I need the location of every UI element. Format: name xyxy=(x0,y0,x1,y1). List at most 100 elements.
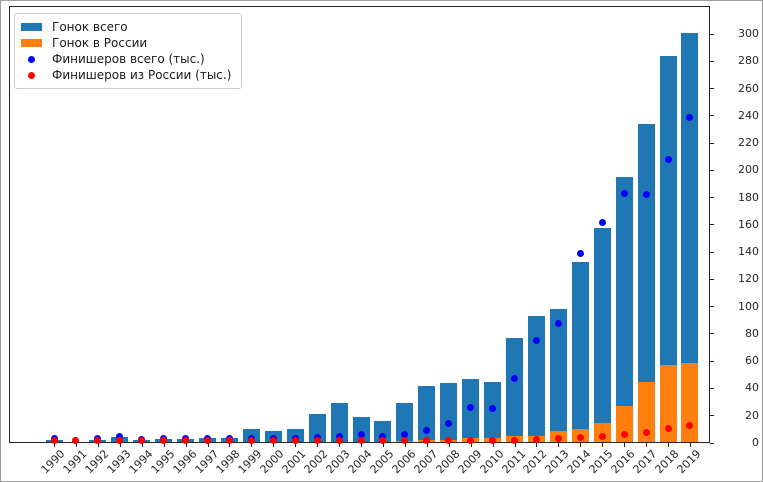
legend-dot-marker-icon xyxy=(28,55,35,63)
y-tick-mark xyxy=(710,442,714,444)
x-tick-mark xyxy=(185,443,187,447)
dot-russia-finishers xyxy=(598,432,606,440)
x-tick-mark xyxy=(558,443,560,447)
dot-total-finishers xyxy=(686,113,694,121)
dot-total-finishers xyxy=(116,432,124,440)
bar-total-races xyxy=(506,338,524,443)
y-tick-mark xyxy=(710,360,714,362)
bar-total-races xyxy=(396,403,414,443)
y-tick-label: 100 xyxy=(738,299,759,313)
y-tick-label: 140 xyxy=(738,245,759,259)
x-tick-mark xyxy=(361,443,363,447)
dot-total-finishers xyxy=(423,427,431,435)
dot-russia-finishers xyxy=(182,436,190,444)
dot-russia-finishers xyxy=(642,428,650,436)
legend-marker-box xyxy=(21,67,42,83)
dot-russia-finishers xyxy=(160,436,168,444)
bar-total-races xyxy=(571,261,589,443)
x-tick-mark xyxy=(426,443,428,447)
y-tick-mark xyxy=(710,224,714,226)
dot-total-finishers xyxy=(401,430,409,438)
y-tick-mark xyxy=(710,197,714,199)
dot-total-finishers xyxy=(379,432,387,440)
legend-marker-box xyxy=(21,19,42,35)
dot-russia-finishers xyxy=(225,436,233,444)
y-tick-mark xyxy=(710,60,714,62)
x-tick-mark xyxy=(251,443,253,447)
bar-total-races xyxy=(637,123,655,443)
bar-russia-races xyxy=(659,365,677,443)
bar-total-races xyxy=(549,309,567,443)
x-tick-mark xyxy=(404,443,406,447)
dot-russia-finishers xyxy=(532,436,540,444)
bar-total-races xyxy=(374,421,392,443)
dot-total-finishers xyxy=(445,420,453,428)
dot-russia-finishers xyxy=(620,430,628,438)
y-tick-label: 300 xyxy=(738,27,759,40)
dot-total-finishers xyxy=(335,432,343,440)
y-tick-label: 60 xyxy=(745,354,759,368)
bar-total-races xyxy=(593,227,611,443)
bar-russia-races xyxy=(615,406,633,443)
legend-item: Финишеров из России (тыс.) xyxy=(21,67,231,83)
y-tick-mark xyxy=(710,251,714,253)
x-tick-mark xyxy=(602,443,604,447)
y-tick-mark xyxy=(710,278,714,280)
x-tick-mark xyxy=(624,443,626,447)
dot-total-finishers xyxy=(664,155,672,163)
x-tick-mark xyxy=(382,443,384,447)
dot-total-finishers xyxy=(554,319,562,327)
legend-item-label: Гонок в России xyxy=(52,36,148,50)
y-tick-mark xyxy=(710,33,714,35)
dot-total-finishers xyxy=(532,337,540,345)
dot-russia-finishers xyxy=(511,436,519,444)
x-tick-mark xyxy=(295,443,297,447)
dot-russia-finishers xyxy=(445,436,453,444)
x-tick-mark xyxy=(97,443,99,447)
bar-total-races xyxy=(308,414,326,443)
x-tick-mark xyxy=(580,443,582,447)
y-tick-label: 180 xyxy=(738,190,759,204)
bar-total-races xyxy=(527,316,545,443)
legend-bar-swatch xyxy=(21,39,42,47)
dot-russia-finishers xyxy=(247,437,255,445)
legend-item-label: Финишеров из России (тыс.) xyxy=(52,68,232,82)
legend: Гонок всего Гонок в России Финишеров всего… xyxy=(14,13,243,89)
x-tick-mark xyxy=(448,443,450,447)
dot-russia-finishers xyxy=(72,436,80,444)
y-tick-label: 280 xyxy=(738,54,759,68)
x-tick-mark xyxy=(317,443,319,447)
dot-total-finishers xyxy=(489,405,497,413)
dot-russia-finishers xyxy=(204,436,211,444)
y-tick-mark xyxy=(710,142,714,144)
dot-russia-finishers xyxy=(94,436,102,444)
x-tick-mark xyxy=(207,443,209,447)
dot-russia-finishers xyxy=(554,435,562,443)
x-tick-mark xyxy=(54,443,55,447)
x-tick-mark xyxy=(273,443,275,447)
x-tick-mark xyxy=(339,443,341,447)
dot-russia-finishers xyxy=(116,436,124,444)
dot-russia-finishers xyxy=(138,436,146,444)
dot-total-finishers xyxy=(576,249,584,257)
y-tick-mark xyxy=(710,387,714,389)
y-tick-mark xyxy=(710,88,714,90)
dot-total-finishers xyxy=(620,190,628,197)
y-tick-label: 220 xyxy=(738,136,759,150)
dot-russia-finishers xyxy=(489,436,497,444)
dot-russia-finishers xyxy=(379,437,387,445)
x-tick-mark xyxy=(646,443,648,447)
bar-total-races xyxy=(440,383,458,443)
dot-russia-finishers xyxy=(467,436,475,444)
bar-total-races xyxy=(484,381,502,443)
bar-total-races xyxy=(615,177,633,443)
bar-total-races xyxy=(681,32,699,443)
x-tick-mark xyxy=(119,443,121,447)
x-tick-mark xyxy=(514,443,516,447)
dot-russia-finishers xyxy=(401,437,409,445)
y-tick-mark xyxy=(710,115,714,117)
